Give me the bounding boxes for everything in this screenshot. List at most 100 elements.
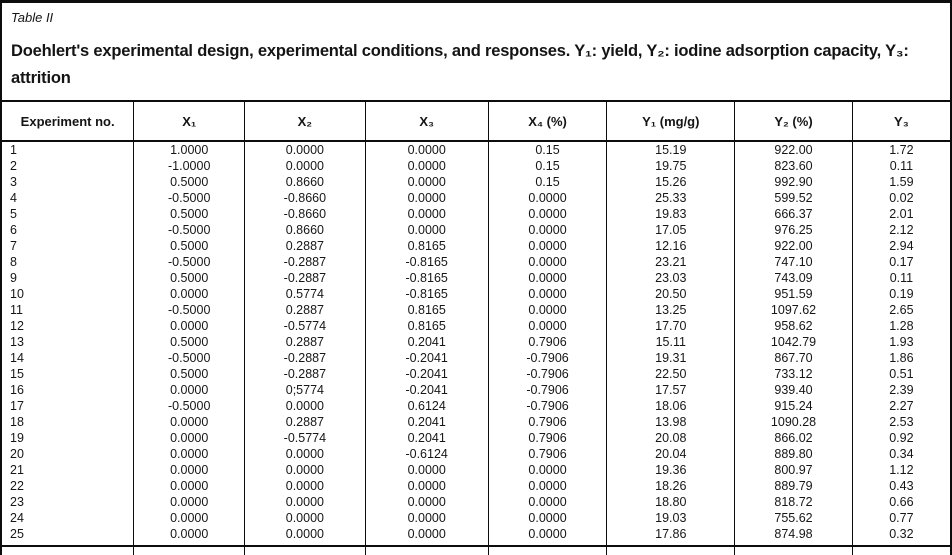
table-row: 23 0.0000 0.0000 0.0000 0.0000 18.80 818… bbox=[2, 494, 950, 510]
table-row: 9 0.5000 -0.2887 -0.8165 0.0000 23.03 74… bbox=[2, 270, 950, 286]
cell-y3: 0.19 bbox=[851, 286, 950, 302]
cell-experiment-no: 7 bbox=[10, 239, 17, 253]
table-row: 4 -0.5000 -0.8660 0.0000 0.0000 25.33 59… bbox=[2, 190, 950, 206]
cell-y2: 922.00 bbox=[734, 141, 853, 158]
cell-x1: -0.5000 bbox=[133, 398, 245, 414]
cell-y1: 25.33 bbox=[606, 190, 735, 206]
cell-y1: 20.04 bbox=[606, 446, 735, 462]
cell-y3: 1.28 bbox=[851, 318, 950, 334]
cropped-next-row bbox=[2, 545, 950, 555]
experimental-design-table: Experiment no. X₁ X₂ X₃ X₄ (%) Y₁ (mg/g)… bbox=[2, 100, 950, 555]
cell-y1: 17.57 bbox=[606, 382, 735, 398]
cell-y1: 13.25 bbox=[606, 302, 735, 318]
cell-y3: 1.86 bbox=[851, 350, 950, 366]
cell-experiment-no: 12 bbox=[10, 319, 24, 333]
cell-x3: -0.6124 bbox=[364, 446, 489, 462]
cell-x2: -0.2887 bbox=[244, 366, 366, 382]
cell-x2: 0.2887 bbox=[244, 414, 366, 430]
cell-x1: 0.0000 bbox=[133, 526, 245, 546]
cell-y1: 20.08 bbox=[606, 430, 735, 446]
cell-x4: -0.7906 bbox=[487, 382, 607, 398]
cell-y1: 23.21 bbox=[606, 254, 735, 270]
cell-x4: 0.0000 bbox=[487, 238, 607, 254]
cell-x4: -0.7906 bbox=[487, 366, 607, 382]
cell-experiment-no: 15 bbox=[10, 367, 24, 381]
cell-y1: 19.75 bbox=[606, 158, 735, 174]
cell-y1: 19.36 bbox=[606, 462, 735, 478]
cell-y3: 0.02 bbox=[851, 190, 950, 206]
cell-x4: 0.0000 bbox=[487, 318, 607, 334]
cell-x1: 0.0000 bbox=[133, 494, 245, 510]
cell-experiment-no: 2 bbox=[10, 159, 17, 173]
cell-x2: 0.0000 bbox=[244, 494, 366, 510]
cell-y2: 922.00 bbox=[734, 238, 853, 254]
cell-x4: 0.0000 bbox=[487, 286, 607, 302]
cell-x1: -0.5000 bbox=[133, 222, 245, 238]
column-header: X₂ bbox=[244, 100, 366, 142]
cell-y1: 19.03 bbox=[606, 510, 735, 526]
cell-y1: 17.05 bbox=[606, 222, 735, 238]
cell-experiment-no: 24 bbox=[10, 511, 24, 525]
cell-x1: 0.5000 bbox=[133, 174, 245, 190]
cell-x4: 0.7906 bbox=[487, 430, 607, 446]
cell-x3: 0.2041 bbox=[364, 414, 489, 430]
cell-experiment-no: 3 bbox=[10, 175, 17, 189]
cell-x4: 0.7906 bbox=[487, 334, 607, 350]
cell-y2: 889.79 bbox=[734, 478, 853, 494]
cell-x1: 0.0000 bbox=[133, 478, 245, 494]
cell-y3: 2.94 bbox=[851, 238, 950, 254]
cell-x3: 0.0000 bbox=[364, 478, 489, 494]
cell-x3: 0.6124 bbox=[364, 398, 489, 414]
cell-y1: 18.80 bbox=[606, 494, 735, 510]
cell-x4: -0.7906 bbox=[487, 350, 607, 366]
cell-y2: 915.24 bbox=[734, 398, 853, 414]
cell-y2: 818.72 bbox=[734, 494, 853, 510]
cell-x3: 0.0000 bbox=[364, 222, 489, 238]
cell-x4: 0.0000 bbox=[487, 478, 607, 494]
cell-experiment-no: 23 bbox=[10, 495, 24, 509]
cell-x1: -0.5000 bbox=[133, 254, 245, 270]
cell-experiment-no: 1 bbox=[10, 143, 17, 157]
cell-y3: 0.11 bbox=[851, 158, 950, 174]
cell-x2: -0.5774 bbox=[244, 318, 366, 334]
cell-x4: 0.0000 bbox=[487, 206, 607, 222]
cell-y3: 1.12 bbox=[851, 462, 950, 478]
cell-x3: 0.0000 bbox=[364, 494, 489, 510]
cell-y2: 666.37 bbox=[734, 206, 853, 222]
cell-x4: 0.7906 bbox=[487, 446, 607, 462]
cell-x2: -0.2887 bbox=[244, 254, 366, 270]
cell-x4: 0.0000 bbox=[487, 302, 607, 318]
cell-x1: 0.0000 bbox=[133, 318, 245, 334]
cell-x3: 0.0000 bbox=[364, 462, 489, 478]
cell-x4: 0.7906 bbox=[487, 414, 607, 430]
cell-experiment-no: 19 bbox=[10, 431, 24, 445]
cell-experiment-no: 21 bbox=[10, 463, 24, 477]
cell-x2: 0.2887 bbox=[244, 334, 366, 350]
table-row: 5 0.5000 -0.8660 0.0000 0.0000 19.83 666… bbox=[2, 206, 950, 222]
cell-x3: -0.8165 bbox=[364, 286, 489, 302]
cell-x3: -0.2041 bbox=[364, 350, 489, 366]
cell-y2: 733.12 bbox=[734, 366, 853, 382]
cell-x3: -0.8165 bbox=[364, 270, 489, 286]
cell-x1: 0.0000 bbox=[133, 286, 245, 302]
table-row: 1 1.0000 0.0000 0.0000 0.15 15.19 922.00… bbox=[2, 141, 950, 158]
cell-x2: -0.8660 bbox=[244, 190, 366, 206]
column-header: Y₂ (%) bbox=[734, 100, 853, 142]
cell-x3: 0.0000 bbox=[364, 141, 489, 158]
cell-x3: -0.2041 bbox=[364, 366, 489, 382]
table-row: 18 0.0000 0.2887 0.2041 0.7906 13.98 109… bbox=[2, 414, 950, 430]
cell-y2: 755.62 bbox=[734, 510, 853, 526]
cell-x1: 0.5000 bbox=[133, 206, 245, 222]
table-row: 8 -0.5000 -0.2887 -0.8165 0.0000 23.21 7… bbox=[2, 254, 950, 270]
cell-y2: 599.52 bbox=[734, 190, 853, 206]
cell-experiment-no: 16 bbox=[10, 383, 24, 397]
cell-y2: 976.25 bbox=[734, 222, 853, 238]
cell-x2: 0.0000 bbox=[244, 158, 366, 174]
cell-y2: 992.90 bbox=[734, 174, 853, 190]
cell-x1: -0.5000 bbox=[133, 350, 245, 366]
cell-y3: 2.01 bbox=[851, 206, 950, 222]
cell-x1: 0.0000 bbox=[133, 430, 245, 446]
cell-x3: 0.0000 bbox=[364, 206, 489, 222]
cell-x2: 0;5774 bbox=[244, 382, 366, 398]
cell-y2: 958.62 bbox=[734, 318, 853, 334]
